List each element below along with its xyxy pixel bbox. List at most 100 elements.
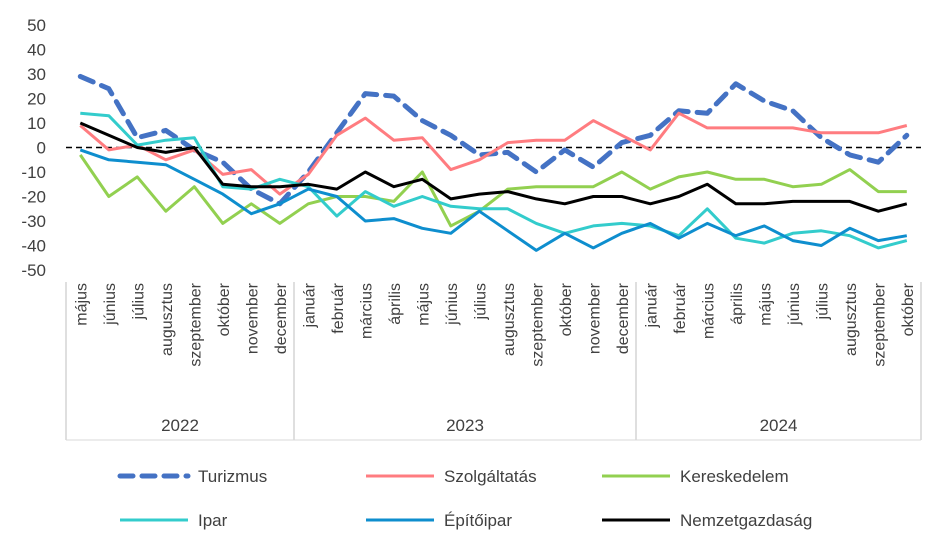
data-point: [563, 202, 566, 205]
legend-label: Építőipar: [444, 511, 512, 530]
data-point: [164, 210, 167, 213]
data-point: [820, 244, 823, 247]
data-point: [278, 185, 281, 188]
data-point: [592, 119, 595, 122]
legend-label: Turizmus: [198, 467, 267, 486]
data-point: [820, 136, 823, 139]
data-point: [734, 126, 737, 129]
data-point: [421, 195, 424, 198]
series-line-turizmus: [77, 73, 910, 207]
data-point: [848, 234, 851, 237]
data-point: [221, 161, 224, 164]
legend: Turizmus Szolgáltatás Kereskedelem Ipar Épít…: [117, 467, 812, 530]
year-label: 2022: [161, 416, 199, 435]
legend-label: Szolgáltatás: [444, 467, 537, 486]
data-point: [848, 168, 851, 171]
x-tick-label: július: [130, 283, 147, 320]
x-tick-label: november: [244, 282, 261, 354]
data-point: [649, 188, 652, 191]
data-point: [848, 153, 851, 156]
data-point: [563, 139, 566, 142]
data-point: [905, 202, 908, 205]
data-point: [392, 205, 395, 208]
data-point: [620, 195, 623, 198]
data-point: [506, 207, 509, 210]
data-point: [449, 205, 452, 208]
data-point: [421, 119, 424, 122]
data-point: [193, 178, 196, 181]
x-tick-label: május: [757, 283, 774, 326]
x-tick-label: április: [729, 283, 746, 325]
data-point: [164, 139, 167, 142]
data-point: [905, 134, 908, 137]
data-point: [877, 239, 880, 242]
data-point: [307, 188, 310, 191]
data-point: [563, 148, 566, 151]
data-point: [877, 190, 880, 193]
data-point: [193, 146, 196, 149]
data-point: [421, 171, 424, 174]
y-tick-label: 30: [27, 65, 46, 84]
x-tick-label: február: [672, 282, 689, 333]
y-tick-label: 10: [27, 114, 46, 133]
data-point: [107, 134, 110, 137]
x-tick-label: október: [216, 282, 233, 336]
x-tick-label: szeptember: [871, 282, 888, 366]
data-point: [620, 134, 623, 137]
x-tick-label: november: [586, 282, 603, 354]
data-point: [392, 200, 395, 203]
legend-label: Ipar: [198, 511, 228, 530]
data-point: [791, 232, 794, 235]
data-point: [734, 202, 737, 205]
data-point: [193, 136, 196, 139]
data-point: [107, 87, 110, 90]
x-tick-label: május: [73, 283, 90, 326]
y-tick-label: -40: [21, 237, 46, 256]
data-point: [905, 190, 908, 193]
data-point: [763, 178, 766, 181]
year-label: 2023: [446, 416, 484, 435]
data-point: [478, 193, 481, 196]
data-point: [535, 139, 538, 142]
data-point: [734, 178, 737, 181]
data-point: [449, 134, 452, 137]
data-point: [79, 153, 82, 156]
data-point: [535, 249, 538, 252]
data-point: [706, 112, 709, 115]
data-point: [592, 166, 595, 169]
data-point: [364, 220, 367, 223]
data-point: [364, 190, 367, 193]
data-point: [620, 141, 623, 144]
data-point: [848, 131, 851, 134]
series-line-szolgáltatás: [79, 111, 908, 196]
x-tick-label: január: [301, 282, 318, 328]
x-axis-ticks: május június július augusztus szeptember októ…: [73, 282, 917, 366]
data-point: [449, 197, 452, 200]
data-point: [506, 151, 509, 154]
data-point: [221, 193, 224, 196]
data-point: [278, 193, 281, 196]
x-tick-label: február: [330, 282, 347, 333]
data-point: [307, 173, 310, 176]
data-point: [421, 178, 424, 181]
data-point: [136, 146, 139, 149]
data-point: [649, 148, 652, 151]
data-point: [677, 175, 680, 178]
data-point: [535, 171, 538, 174]
data-point: [791, 109, 794, 112]
data-point: [136, 136, 139, 139]
data-point: [677, 195, 680, 198]
data-point: [364, 171, 367, 174]
data-point: [506, 190, 509, 193]
data-point: [563, 232, 566, 235]
data-point: [535, 197, 538, 200]
data-point: [164, 151, 167, 154]
data-point: [620, 171, 623, 174]
x-tick-label: szeptember: [529, 282, 546, 366]
data-point: [136, 175, 139, 178]
data-point: [221, 222, 224, 225]
data-point: [107, 148, 110, 151]
x-tick-label: április: [387, 283, 404, 325]
data-point: [563, 185, 566, 188]
y-tick-label: 40: [27, 41, 46, 60]
